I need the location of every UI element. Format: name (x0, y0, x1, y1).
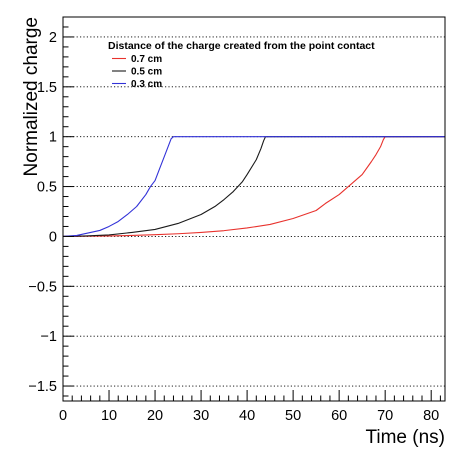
x-tick-label-4: 40 (239, 408, 255, 424)
y-tick-label-6: 1.5 (37, 80, 57, 96)
series-line-2 (62, 136, 445, 237)
x-tick-label-6: 60 (331, 408, 347, 424)
plot-frame (62, 16, 446, 402)
y-tick-label-5: 1 (49, 130, 57, 146)
y-tick-label-4: 0.5 (37, 180, 57, 196)
x-tick-label-1: 10 (101, 408, 117, 424)
axis-ticks (62, 16, 441, 401)
x-axis-title: Time (ns) (365, 427, 445, 448)
legend-label-0: 0.7 cm (131, 54, 162, 65)
x-tick-label-0: 0 (59, 408, 67, 424)
x-tick-label-5: 50 (285, 408, 301, 424)
y-tick-label-7: 2 (49, 30, 57, 46)
series-line-0 (62, 136, 445, 237)
x-tick-label-8: 80 (423, 408, 439, 424)
x-tick-label-7: 70 (377, 408, 393, 424)
legend-entries: 0.7 cm 0.5 cm0.3 cm (112, 54, 162, 90)
y-tick-label-1: −1 (40, 329, 57, 345)
tick-labels: 0 10 20 30 40 50 60 70 80 −1.5 −1 −0.5 0 0.5 1 1.5 2 (28, 30, 439, 424)
y-axis-title: Normalized charge (21, 17, 42, 176)
y-tick-label-3: 0 (49, 229, 57, 245)
x-tick-label-3: 30 (193, 408, 209, 424)
legend-label-2: 0.3 cm (131, 79, 162, 90)
y-tick-label-2: −0.5 (28, 279, 57, 295)
legend-label-1: 0.5 cm (131, 67, 162, 78)
legend: Distance of the charge created from the … (108, 40, 375, 90)
series-line-1 (62, 136, 445, 237)
y-tick-label-0: −1.5 (28, 379, 57, 395)
series-lines (62, 136, 445, 237)
legend-title: Distance of the charge created from the … (108, 40, 375, 52)
x-tick-label-2: 20 (147, 408, 163, 424)
